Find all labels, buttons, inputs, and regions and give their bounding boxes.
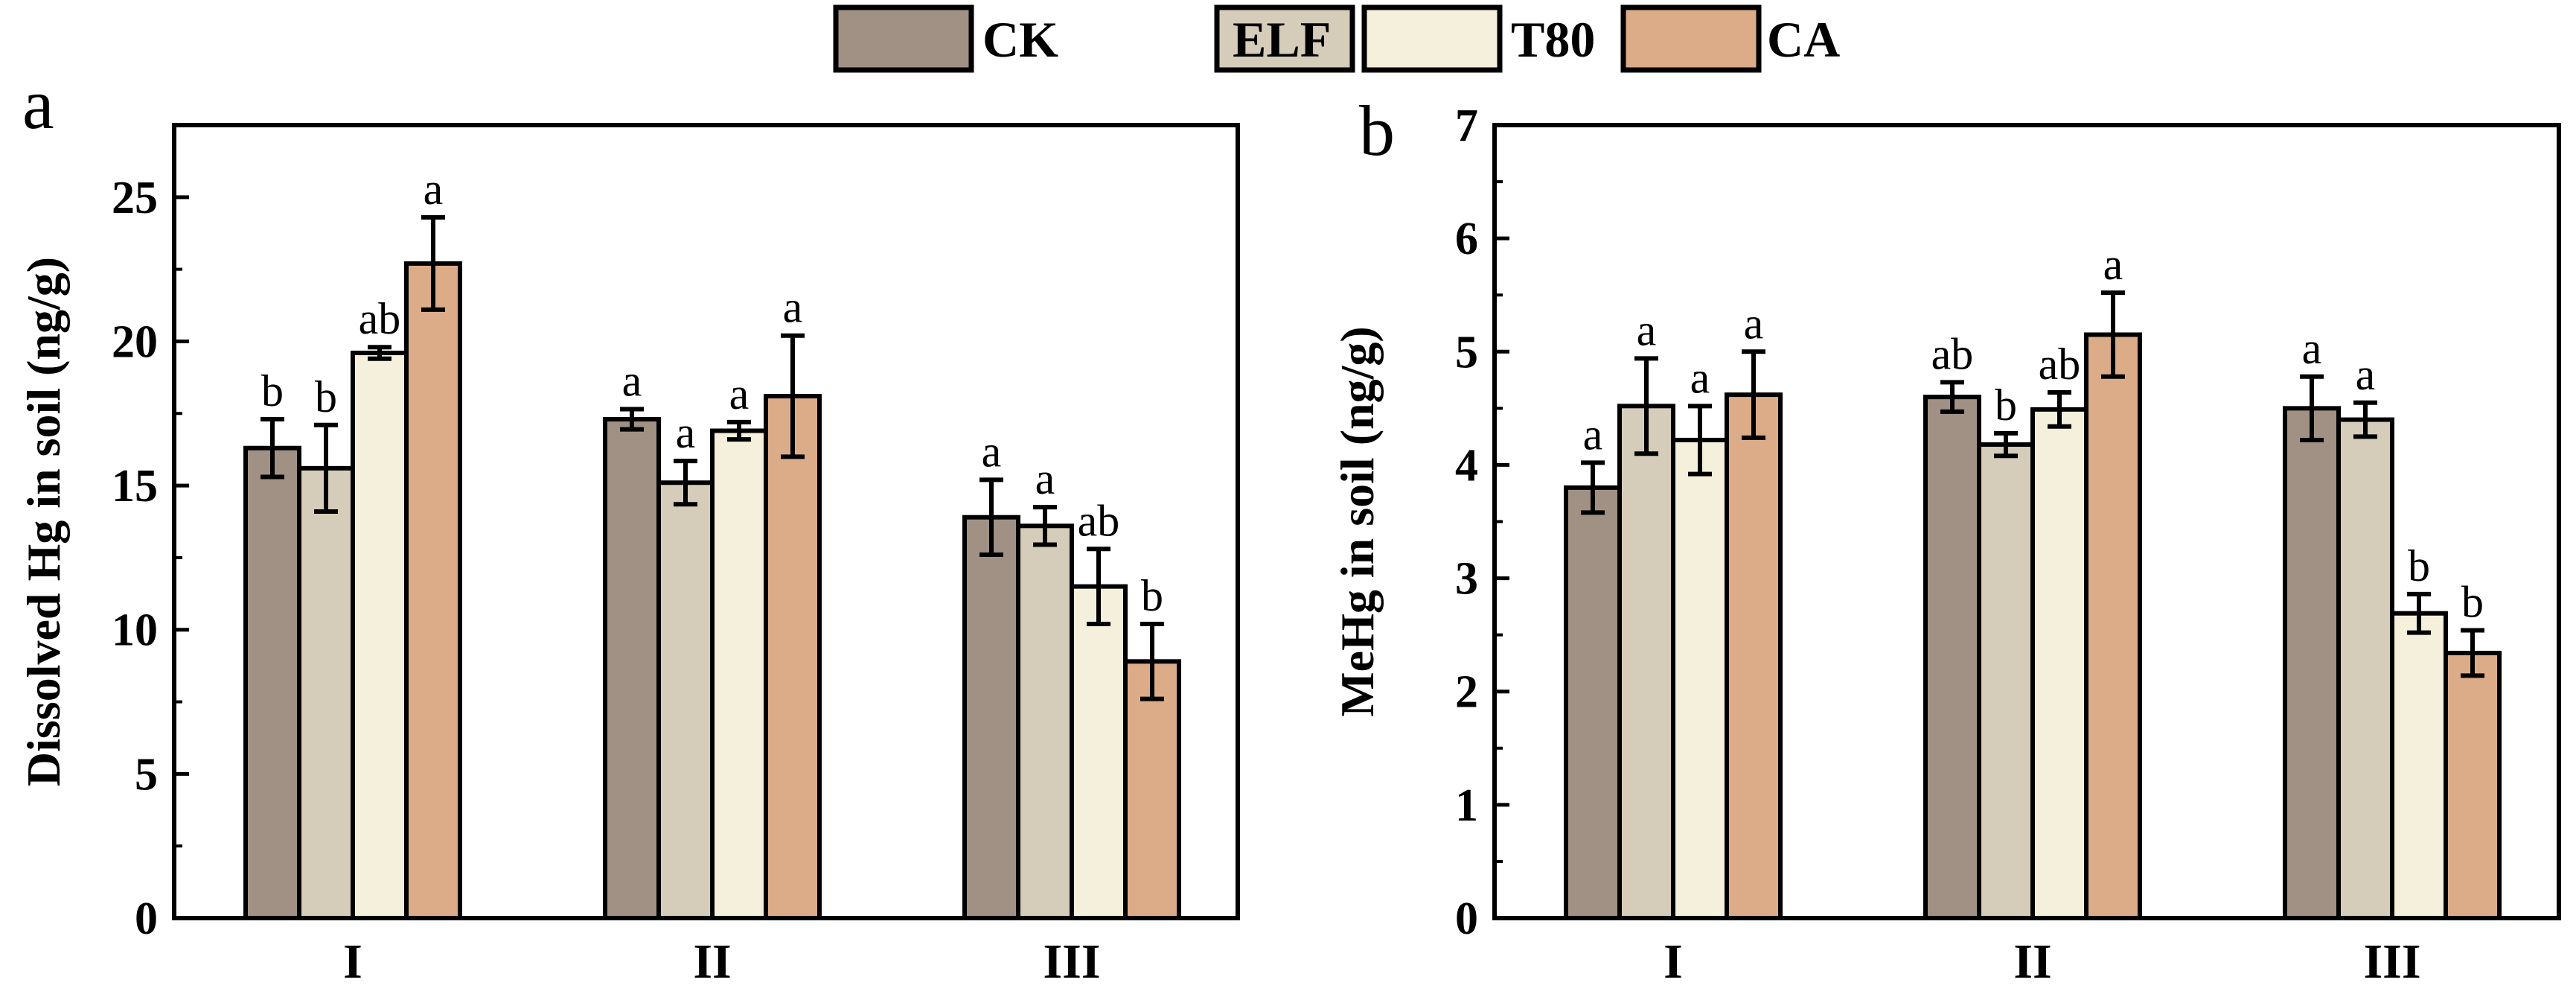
y-tick-label: 2 (1455, 667, 1478, 718)
plot-frame (172, 123, 1240, 920)
y-tick-label: 7 (1455, 101, 1478, 151)
bar-ck-I (243, 445, 301, 920)
panel-letter: b (1359, 91, 1395, 171)
bar-t80-II (710, 428, 768, 920)
legend: CK ELF T80 CA (833, 4, 1840, 73)
bar-ca-I (404, 261, 462, 920)
significance-label: ab (359, 294, 401, 343)
bar-t80-II (2030, 407, 2088, 920)
bar-ck-III (2283, 406, 2341, 920)
x-tick-label: II (2013, 934, 2051, 989)
bar-ck-II (1923, 395, 1981, 920)
y-tick-label: 3 (1455, 554, 1478, 605)
significance-label: b (261, 366, 284, 415)
y-tick-label: 0 (135, 894, 158, 944)
y-tick-label: 5 (135, 749, 158, 800)
x-tick-label: III (1043, 934, 1100, 989)
y-tick-label: 1 (1455, 780, 1478, 831)
significance-label: a (424, 165, 444, 214)
bar-t80-III (2390, 611, 2448, 920)
significance-label: a (2302, 324, 2322, 373)
panel-letter: a (22, 64, 54, 144)
bar-t80-I (351, 350, 409, 921)
significance-label: a (1690, 353, 1710, 402)
significance-label: a (1583, 410, 1603, 459)
significance-label: ab (1931, 329, 1974, 378)
legend-label-t80: T80 (1511, 11, 1595, 68)
legend-swatch-ca (1620, 4, 1762, 73)
x-tick-label: I (343, 934, 362, 989)
y-axis-label: MeHg in soil (ng/g) (1331, 326, 1384, 716)
bar-ca-II (764, 394, 822, 920)
x-tick-label: II (693, 934, 731, 989)
legend-swatch-elf (1214, 4, 1355, 73)
bar-elf-III (1016, 523, 1074, 920)
legend-swatch-ck (833, 4, 974, 73)
significance-label: b (1995, 380, 2017, 430)
legend-label-elf: ELF (1233, 11, 1331, 68)
bar-elf-I (297, 465, 355, 920)
legend-label-ca: CA (1767, 11, 1840, 68)
y-tick-label: 0 (1455, 894, 1478, 944)
significance-label: a (729, 369, 750, 418)
significance-label: b (2408, 541, 2430, 590)
legend-label-ck: CK (982, 11, 1058, 68)
bar-elf-II (656, 480, 715, 920)
bar-t80-I (1671, 437, 1729, 920)
significance-label: a (1744, 299, 1764, 348)
bar-elf-III (2336, 417, 2394, 920)
y-tick-label: 6 (1455, 214, 1478, 264)
significance-label: a (622, 356, 642, 405)
y-tick-label: 4 (1455, 440, 1478, 491)
bar-ca-I (1725, 392, 1783, 920)
bar-ca-II (2084, 332, 2142, 920)
significance-label: ab (2039, 340, 2081, 389)
significance-label: a (2356, 350, 2376, 399)
bar-t80-III (1070, 584, 1128, 920)
bar-ck-I (1564, 485, 1622, 920)
bar-ca-III (2444, 650, 2502, 920)
significance-label: a (1035, 454, 1055, 503)
y-tick-label: 5 (1455, 327, 1478, 378)
y-tick-label: 15 (112, 461, 158, 512)
y-tick-label: 20 (112, 316, 158, 367)
significance-label: b (2461, 578, 2484, 627)
significance-label: a (676, 408, 696, 457)
bar-ck-II (603, 417, 661, 920)
significance-label: ab (1078, 496, 1120, 545)
y-axis-label: Dissolved Hg in soil (ng/g) (17, 257, 70, 786)
y-tick-label: 25 (112, 173, 158, 223)
x-tick-label: III (2363, 934, 2420, 989)
legend-swatch-t80 (1361, 4, 1503, 73)
significance-label: a (982, 427, 1002, 476)
bar-elf-I (1617, 404, 1675, 920)
significance-label: b (315, 372, 337, 421)
x-tick-label: I (1663, 934, 1683, 989)
plot-frame (1492, 123, 2561, 920)
y-tick-label: 10 (112, 605, 158, 656)
significance-label: b (1141, 571, 1163, 620)
significance-label: a (1637, 305, 1657, 354)
significance-label: a (2103, 240, 2123, 289)
bar-ck-III (962, 515, 1020, 920)
bar-elf-II (1977, 442, 2035, 920)
significance-label: a (783, 283, 803, 332)
